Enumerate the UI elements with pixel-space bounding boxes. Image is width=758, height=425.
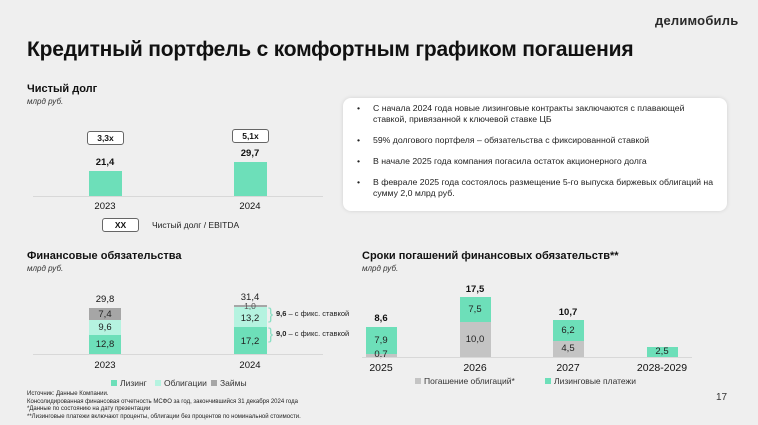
maturities-title: Сроки погашений финансовых обязательств*… (362, 250, 619, 262)
total-2025: 8,6 (374, 313, 388, 324)
x-label-2024: 2024 (239, 360, 261, 371)
fin-liabilities-unit: млрд руб. (27, 264, 64, 273)
lease-value-2024: 17,2 (240, 336, 260, 347)
lease-value-2023: 12,8 (95, 339, 115, 350)
total-2026: 17,5 (465, 284, 485, 295)
bonds-value-2023: 9,6 (98, 322, 112, 333)
net-debt-title: Чистый долг (27, 83, 98, 95)
total-2024: 31,4 (240, 292, 260, 303)
info-bullet: • С начала 2024 года новые лизинговые кон… (357, 103, 685, 124)
lease-bar-2025 (366, 327, 397, 354)
x-label-2023: 2023 (94, 201, 116, 212)
legend-swatch-icon (415, 378, 421, 384)
fixed-rate-note-lease: 9,0 – с фикс. ставкой (276, 329, 350, 338)
bar-value-2024: 29,7 (240, 148, 260, 159)
legend-label: Чистый долг / EBITDA (152, 220, 240, 230)
bullet-icon: • (357, 177, 361, 187)
legend-loans: Займы (211, 378, 247, 388)
net-debt-bar-2024 (234, 162, 267, 196)
loans-value-2024: 1,0 (244, 301, 256, 311)
lease-bar-2024 (234, 327, 267, 354)
legend-lease: Лизинг (111, 378, 147, 388)
page-title: Кредитный портфель с комфортным графиком… (27, 38, 634, 61)
legend-multiple-box: XX (102, 218, 139, 232)
brace-icon: } (268, 326, 274, 343)
legend-bond-repayment: Погашение облигаций* (415, 376, 515, 386)
bonds-value-2026: 10,0 (465, 334, 485, 345)
legend-swatch-icon (155, 380, 161, 386)
ebitda-multiple-2024: 5,1x (232, 129, 269, 143)
bar-value-2023: 21,4 (95, 157, 115, 168)
net-debt-bar-2023 (89, 171, 122, 196)
lease-bar-2027 (553, 320, 584, 341)
lease-value-2026: 7,5 (468, 304, 482, 315)
fixed-rate-note-bonds: 9,6 – с фикс. ставкой (276, 309, 350, 318)
x-label-2027: 2027 (556, 362, 580, 374)
lease-value-2028-2029: 2,5 (655, 346, 669, 357)
bonds-value-2025: 0,7 (374, 349, 388, 360)
bullet-icon: • (357, 156, 361, 166)
x-axis (33, 196, 323, 197)
page-number: 17 (716, 392, 728, 403)
legend-swatch-icon (211, 380, 217, 386)
total-2023: 29,8 (95, 294, 115, 305)
net-debt-unit: млрд руб. (27, 97, 64, 106)
info-bullet: • 59% долгового портфеля – обязательства … (357, 135, 650, 145)
info-bullet: • В феврале 2025 года состоялось размещен… (357, 177, 714, 198)
lease-bar-2023 (89, 335, 121, 354)
x-axis (362, 357, 692, 358)
legend-bonds: Облигации (155, 378, 207, 388)
footnotes: Источник: Данные Компании. Консолидирова… (27, 391, 301, 421)
info-bullet: • В начале 2025 года компания погасила ос… (357, 156, 647, 166)
bonds-value-2027: 4,5 (561, 343, 575, 354)
legend-swatch-icon (545, 378, 551, 384)
loans-bar-2024 (234, 305, 267, 307)
footnote-ifrs: Консолидированная финансовая отчетность … (27, 398, 298, 405)
x-label-2025: 2025 (369, 362, 393, 374)
bonds-value-2024: 13,2 (240, 313, 260, 324)
legend-lease-payments: Лизинговые платежи (545, 376, 636, 386)
bonds-bar-2023 (89, 320, 121, 335)
fin-liabilities-title: Финансовые обязательства (27, 250, 182, 262)
loans-value-2023: 7,4 (98, 309, 112, 320)
bonds-bar-2025 (366, 354, 397, 357)
brace-icon: } (268, 306, 274, 323)
lease-bar-2026 (460, 297, 491, 322)
x-label-2026: 2026 (463, 362, 487, 374)
bonds-bar-2027 (553, 341, 584, 357)
x-axis (33, 354, 323, 355)
footnote-source: Источник: Данные Компании. (27, 391, 109, 397)
footnote-double-asterisk: **Лизинговые платежи включают проценты, … (27, 413, 301, 420)
bullet-icon: • (357, 135, 361, 145)
x-label-2023: 2023 (94, 360, 116, 371)
legend-swatch-icon (111, 380, 117, 386)
x-label-2028-2029: 2028-2029 (636, 362, 688, 374)
bonds-bar-2024 (234, 307, 267, 327)
lease-bar-2028-2029 (647, 347, 678, 357)
lease-value-2025: 7,9 (374, 335, 388, 346)
maturities-unit: млрд руб. (362, 264, 399, 273)
ebitda-multiple-2023: 3,3x (87, 131, 124, 145)
loans-bar-2023 (89, 308, 121, 320)
bonds-bar-2026 (460, 322, 491, 357)
lease-value-2027: 6,2 (561, 325, 575, 336)
footnote-asterisk: *Данные по состоянию на дату презентации (27, 406, 151, 412)
info-box: • С начала 2024 года новые лизинговые кон… (343, 98, 727, 211)
total-2027: 10,7 (558, 307, 578, 318)
bullet-icon: • (357, 103, 361, 113)
company-logo: делимобиль (655, 13, 739, 28)
x-label-2024: 2024 (239, 201, 261, 212)
